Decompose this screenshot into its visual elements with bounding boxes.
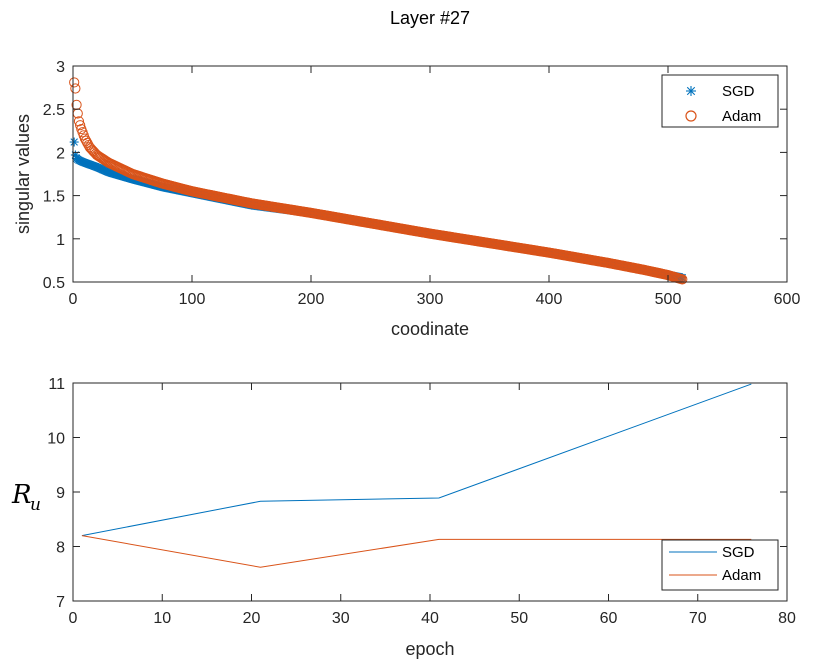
x-tick-label: 10 xyxy=(153,610,171,627)
scatter-legend-sgd-label: SGD xyxy=(722,83,755,100)
scatter-ticks: 0 100 200 300 400 500 600 0.5 1 1.5 2 2.5 3 xyxy=(43,59,801,308)
y-tick-label: 8 xyxy=(56,540,65,557)
y-tick-label: 1 xyxy=(56,232,65,249)
x-tick-label: 500 xyxy=(655,291,682,308)
line-legend-sgd-label: SGD xyxy=(722,544,755,561)
line-subplot: 0 10 20 30 40 50 60 70 80 7 8 9 10 11 epoch R u SGD A… xyxy=(11,376,796,659)
adam-series-points xyxy=(69,77,688,285)
x-tick-label: 80 xyxy=(778,610,796,627)
x-tick-label: 100 xyxy=(179,291,206,308)
scatter-subplot: 0 100 200 300 400 500 600 0.5 1 1.5 2 2.5 3 coodinat… xyxy=(13,59,800,339)
y-tick-label: 2 xyxy=(56,145,65,162)
adam-point xyxy=(75,120,86,131)
sgd-line xyxy=(81,383,752,537)
x-tick-label: 30 xyxy=(332,610,350,627)
x-tick-label: 0 xyxy=(69,291,78,308)
line-x-axis-label: epoch xyxy=(405,639,454,659)
adam-point xyxy=(70,83,81,94)
adam-point xyxy=(73,116,85,127)
line-y-axis-label-main: R xyxy=(11,480,32,510)
line-y-axis-label-subscript: u xyxy=(30,495,41,515)
line-ticks: 0 10 20 30 40 50 60 70 80 7 8 9 10 11 xyxy=(47,376,796,627)
legend-asterisk xyxy=(686,86,696,96)
scatter-y-axis-label: singular values xyxy=(13,114,33,234)
line-legend-box xyxy=(661,539,779,591)
x-tick-label: 40 xyxy=(421,610,439,627)
figure-title: Layer #27 xyxy=(390,8,470,28)
scatter-legend-box xyxy=(661,74,779,128)
y-tick-label: 1.5 xyxy=(43,189,65,206)
x-tick-label: 60 xyxy=(600,610,618,627)
y-tick-label: 3 xyxy=(56,59,65,76)
x-tick-label: 400 xyxy=(536,291,563,308)
x-tick-label: 50 xyxy=(510,610,528,627)
adam-point xyxy=(69,77,80,88)
adam-line xyxy=(81,535,752,568)
x-tick-label: 20 xyxy=(243,610,261,627)
adam-point xyxy=(677,274,688,285)
y-tick-label: 0.5 xyxy=(43,275,65,292)
line-y-axis-label: R u xyxy=(11,480,41,515)
legend-sgd-asterisk-marker xyxy=(686,86,696,96)
y-tick-label: 10 xyxy=(47,431,65,448)
x-tick-label: 300 xyxy=(417,291,444,308)
x-tick-label: 0 xyxy=(69,610,78,627)
line-marks xyxy=(81,383,752,568)
legend-adam-circle-marker xyxy=(685,110,697,122)
x-tick-label: 200 xyxy=(298,291,325,308)
line-legend-adam-label: Adam xyxy=(722,567,761,584)
y-tick-label: 9 xyxy=(56,485,65,502)
x-tick-label: 70 xyxy=(689,610,707,627)
y-tick-label: 11 xyxy=(48,376,65,393)
scatter-x-axis-label: coodinate xyxy=(391,319,469,339)
x-tick-label: 600 xyxy=(774,291,801,308)
y-tick-label: 2.5 xyxy=(43,102,65,119)
scatter-marks xyxy=(69,77,688,285)
scatter-legend: SGD Adam xyxy=(661,74,779,128)
scatter-legend-adam-label: Adam xyxy=(722,108,761,125)
line-legend: SGD Adam xyxy=(661,539,779,591)
y-tick-label: 7 xyxy=(56,594,65,611)
sgd-point xyxy=(69,137,79,147)
